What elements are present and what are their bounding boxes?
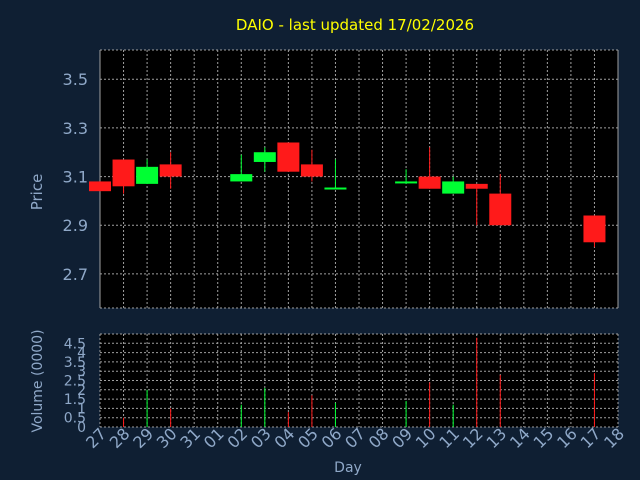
- candle-body-11: [442, 181, 465, 194]
- candle-body-04: [277, 142, 300, 172]
- candle-body-12: [465, 183, 488, 189]
- volume-tick-label: 3: [77, 364, 86, 380]
- candle-body-02: [230, 174, 253, 182]
- candle-body-03: [253, 152, 276, 162]
- volume-tick-label: 1.5: [64, 392, 86, 408]
- volume-tick-label: 1: [77, 401, 86, 417]
- volume-tick-label: 2: [77, 383, 86, 399]
- chart-title: DAIO - last updated 17/02/2026: [236, 16, 474, 34]
- volume-tick-label: 3.5: [64, 355, 86, 371]
- volume-tick-label: 4.5: [64, 336, 86, 352]
- volume-tick-label: 0.5: [64, 411, 86, 427]
- day-axis-label: Day: [334, 460, 362, 476]
- candle-body-10: [418, 176, 441, 189]
- price-tick-label: 3.5: [63, 70, 88, 89]
- candle-body-29: [136, 166, 159, 184]
- price-tick-label: 2.9: [63, 216, 88, 235]
- candle-body-27: [89, 181, 111, 192]
- candle-body-28: [112, 159, 135, 187]
- volume-tick-label: 0: [77, 420, 86, 436]
- candle-body-17: [583, 215, 606, 243]
- candle-body-06: [324, 187, 347, 190]
- price-tick-label: 3.1: [63, 168, 88, 187]
- price-tick-label: 3.3: [63, 119, 88, 138]
- candle-body-09: [395, 181, 418, 184]
- candle-body-05: [300, 164, 323, 177]
- candle-body-30: [159, 164, 182, 177]
- price-tick-label: 2.7: [63, 265, 88, 284]
- volume-axis-label: Volume (0000): [30, 329, 46, 432]
- volume-tick-label: 4: [77, 346, 86, 362]
- volume-tick-label: 2.5: [64, 374, 86, 390]
- price-axis-label: Price: [28, 174, 46, 211]
- candle-body-13: [489, 193, 512, 226]
